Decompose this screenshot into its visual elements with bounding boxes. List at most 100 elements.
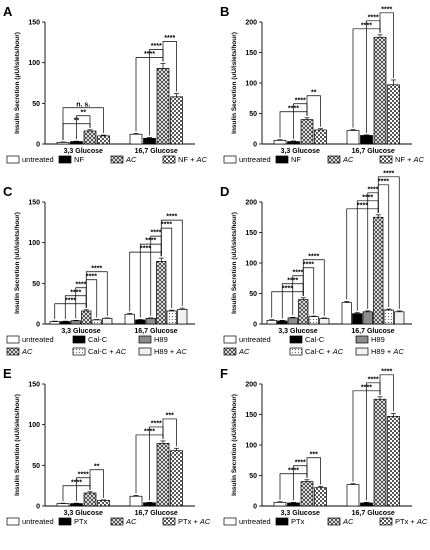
- y-tick-label: 100: [28, 60, 40, 67]
- legend-swatch: [6, 517, 20, 526]
- bar-ac: [373, 36, 387, 145]
- panel-letter: D: [220, 184, 229, 199]
- y-tick-label: 100: [28, 422, 40, 429]
- bar-ptx-ac: [314, 487, 327, 507]
- legend-label: untreated: [239, 155, 271, 164]
- bar-nf-ac: [170, 96, 183, 145]
- significance-bracket: [162, 418, 177, 447]
- significance-label: **: [81, 109, 87, 116]
- bar-nf-ac: [97, 135, 110, 145]
- significance-label: ****: [140, 246, 151, 253]
- significance-label: ****: [368, 186, 379, 193]
- significance-bracket: [379, 374, 394, 412]
- significance-label: ****: [381, 368, 392, 375]
- legend-label: AC: [342, 155, 354, 164]
- significance-label: ****: [378, 178, 389, 185]
- bar-ac: [83, 492, 97, 507]
- bar-nf: [287, 141, 300, 145]
- y-tick-label: 200: [245, 20, 257, 27]
- bar-h89-ac: [177, 309, 188, 325]
- significance-label: ****: [308, 253, 319, 260]
- bar-cal-c-ac: [308, 316, 319, 325]
- y-tick-label: 50: [32, 463, 40, 470]
- significance-label: **: [311, 89, 317, 96]
- legend-swatch: [379, 517, 393, 526]
- significance-label: ****: [282, 285, 293, 292]
- significance-label: ****: [161, 222, 172, 229]
- significance-bracket: [306, 95, 321, 127]
- legend-swatch: [223, 155, 237, 164]
- bar-ac: [81, 310, 92, 325]
- y-tick-label: 100: [245, 443, 257, 450]
- significance-label: ****: [295, 459, 306, 466]
- legend-label: Cal-C + AC: [88, 347, 127, 356]
- legend-label: untreated: [22, 335, 54, 344]
- y-tick-label: 50: [249, 111, 257, 118]
- y-tick-label: 200: [245, 382, 257, 389]
- category-label: 16,7 Glucose: [352, 148, 395, 155]
- panel-f: F Insulin Secretion (uU/islets/hour) 0 50 10…: [220, 366, 428, 526]
- legend-swatch: [223, 517, 237, 526]
- y-tick-label: 0: [253, 322, 257, 329]
- bar-cal-c: [135, 319, 146, 325]
- bar-h89: [362, 311, 373, 325]
- legend-swatch: [162, 155, 176, 164]
- legend-label: PTx + AC: [178, 517, 211, 526]
- legend-swatch: [289, 335, 303, 344]
- y-axis-label: Insulin Secretion (uU/islets/hour): [231, 32, 238, 134]
- y-tick-label: 150: [28, 200, 40, 207]
- legend-swatch: [355, 335, 369, 344]
- bar-untreated: [129, 495, 143, 507]
- category-label: 3,3 Glucose: [61, 328, 100, 335]
- bar-ptx: [287, 502, 300, 507]
- bar-ac: [156, 68, 170, 145]
- legend-label: PTx: [74, 517, 88, 526]
- panel-letter: E: [3, 366, 12, 381]
- significance-label: ****: [381, 6, 392, 13]
- legend-swatch: [110, 155, 124, 164]
- legend-label: NF + AC: [178, 155, 208, 164]
- y-tick-label: 50: [249, 473, 257, 480]
- category-label: 16,7 Glucose: [134, 328, 177, 335]
- bar-nf-ac: [387, 84, 400, 145]
- y-tick-label: 0: [36, 322, 40, 329]
- bar-ac: [156, 443, 170, 507]
- legend-label: untreated: [239, 335, 271, 344]
- legend-label: Cal-C + AC: [305, 347, 344, 356]
- legend-swatch: [138, 347, 152, 356]
- legend-label: AC: [125, 517, 137, 526]
- y-tick-label: 50: [32, 281, 40, 288]
- bar-ptx: [360, 502, 373, 507]
- legend-label: untreated: [22, 155, 54, 164]
- panels-layer: A Insulin Secretion (μU/islets/hour) 0 50 10…: [3, 4, 428, 526]
- significance-label: ****: [65, 297, 76, 304]
- bar-ac: [300, 119, 314, 145]
- significance-bracket: [379, 12, 394, 78]
- bar-ac: [156, 261, 167, 325]
- bar-untreated: [346, 130, 360, 145]
- legend-swatch: [327, 155, 341, 164]
- bar-ac: [373, 216, 384, 325]
- y-tick-label: 0: [253, 504, 257, 511]
- bar-nf: [70, 141, 83, 145]
- category-label: 3,3 Glucose: [281, 148, 320, 155]
- bar-h89-ac: [319, 318, 330, 325]
- legend-label: NF: [74, 155, 84, 164]
- legend-label: AC: [125, 155, 137, 164]
- y-tick-label: 50: [249, 291, 257, 298]
- y-axis-label: Insulin Secretion (uU/islets/hour): [231, 212, 238, 314]
- legend: untreated Cal-C H89 AC Cal-C + AC H89 + AC: [6, 335, 187, 356]
- panel-letter: B: [220, 4, 229, 19]
- category-label: 16,7 Glucose: [135, 510, 178, 517]
- bar-ptx-ac: [170, 450, 183, 507]
- legend-swatch: [58, 155, 72, 164]
- y-tick-label: 150: [28, 20, 40, 27]
- significance-label: ***: [166, 412, 174, 419]
- panel-letter: A: [3, 4, 13, 19]
- legend-label: H89 + AC: [154, 347, 187, 356]
- bar-nf-ac: [314, 129, 327, 145]
- panel-e: E Insulin Secretion (uU/islets/hour) 0 50 10…: [3, 366, 211, 526]
- bar-h89: [145, 317, 156, 325]
- bar-h89-ac: [102, 317, 113, 325]
